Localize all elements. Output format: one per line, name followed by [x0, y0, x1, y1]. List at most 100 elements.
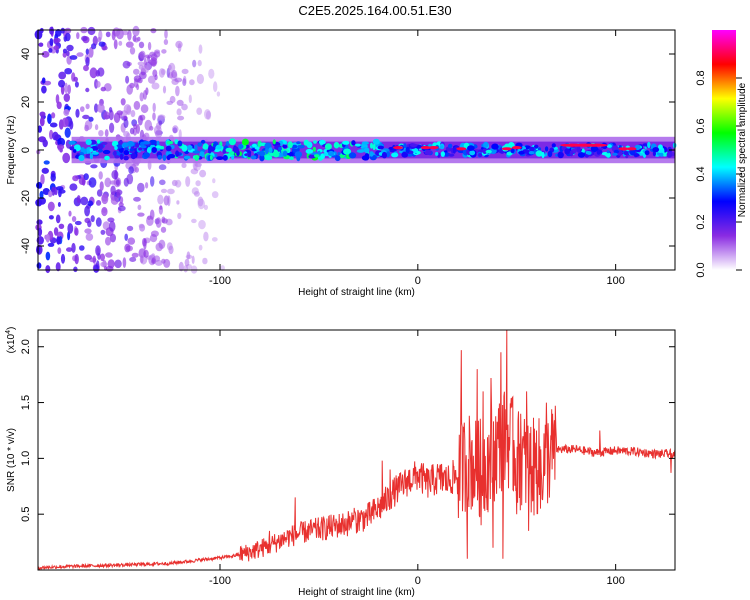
y-tick-label: 0 [20, 147, 32, 153]
spectrogram-noise-blob [181, 103, 188, 111]
spectrogram-noise-blob [186, 251, 191, 260]
spectrogram-band-blob [225, 147, 233, 153]
spectrogram-noise-blob [110, 185, 116, 196]
spectrogram-noise-blob [162, 85, 167, 94]
spectrogram-band-blob [647, 141, 651, 149]
spectrogram-noise-blob [158, 68, 165, 78]
spectrogram-noise-blob [125, 41, 134, 48]
colorbar-label: Normalized spectral amplitude [737, 82, 748, 217]
spectrogram-noise-blob [171, 70, 178, 79]
spectrogram-band-blob [354, 143, 361, 147]
spectrogram-band-blob [348, 152, 357, 159]
spectrogram-band-blob [605, 153, 611, 157]
spectrogram-band-blob [312, 146, 317, 152]
spectrogram-noise-blob [117, 205, 126, 212]
spectrogram-band-blob [541, 151, 545, 159]
spectrogram-noise-blob [150, 176, 155, 187]
spectrogram-noise-blob [133, 123, 138, 130]
spectrogram-noise-blob [67, 84, 71, 95]
spectrogram-noise-blob [108, 107, 113, 113]
spectrogram-noise-blob [158, 120, 163, 126]
spectrogram-noise-blob [87, 200, 94, 207]
spectrogram-noise-blob [150, 230, 159, 237]
spectrogram-noise-blob [74, 220, 82, 226]
spectrogram-band-blob [657, 144, 663, 150]
spectrogram-band-blob [130, 153, 137, 160]
spectrogram-noise-blob [203, 231, 209, 242]
spectrogram-band-blob [305, 149, 314, 154]
spectrogram-noise-blob [71, 242, 76, 253]
spectrogram-noise-blob [110, 196, 119, 205]
spectrogram-noise-blob [100, 86, 107, 92]
x-tick-label: 100 [606, 275, 624, 287]
spectrogram-noise-blob [49, 38, 54, 47]
spectrogram-noise-blob [196, 73, 204, 85]
spectrogram-noise-blob [101, 193, 109, 205]
spectrogram-band-blob [282, 150, 288, 157]
spectrogram-band-blob [225, 141, 230, 146]
spectrogram-noise-blob [193, 161, 201, 172]
spectrogram-band-blob [369, 151, 374, 157]
spectrogram-noise-blob [176, 200, 180, 205]
spectrogram-noise-blob [45, 233, 50, 243]
spectrogram-x-axis-label: Height of straight line (km) [298, 287, 415, 298]
spectrogram-band-blob [485, 149, 492, 154]
spectrogram-noise-blob [129, 47, 136, 55]
snr-ticks: -100 0 100 0.5 1.0 1.5 2.0 [20, 330, 675, 587]
colorbar-gradient [712, 30, 736, 270]
spectrogram-noise-blob [79, 245, 85, 251]
spectrogram-noise-blob [57, 202, 61, 207]
y-tick-label: 2.0 [20, 339, 32, 354]
spectrogram-band-blob [97, 148, 103, 153]
colorbar-tick-label: 0.6 [695, 118, 707, 133]
spectrogram-band-blob [156, 140, 160, 147]
spectrogram-noise-blob [61, 117, 69, 128]
spectrogram-noise-blob [105, 265, 114, 272]
spectrogram-hotspot [393, 146, 403, 150]
spectrogram-noise-blob [155, 242, 163, 252]
spectrogram-band-blob [535, 150, 543, 157]
spectrogram-band-blob [209, 154, 213, 161]
spectrogram-noise-blob [94, 124, 99, 131]
spectrogram-band-blob [386, 151, 391, 158]
spectrogram-noise-blob [124, 233, 128, 241]
spectrogram-noise-blob [202, 257, 208, 265]
spectrogram-noise-blob [57, 144, 65, 150]
spectrogram-band-blob [327, 150, 335, 157]
spectrogram-noise-blob [176, 99, 184, 106]
spectrogram-noise-blob [109, 122, 115, 133]
spectrogram-hotspot [626, 147, 637, 151]
spectrogram-band-blob [119, 153, 124, 160]
spectrogram-band-blob [623, 151, 629, 156]
spectrogram-noise-blob [55, 29, 62, 37]
spectrogram-band-blob [378, 152, 383, 156]
spectrogram-noise-blob [139, 92, 144, 102]
spectrogram-noise-blob [105, 252, 113, 258]
spectrogram-noise-blob [76, 52, 84, 57]
spectrogram-noise-blob [113, 39, 118, 50]
spectrogram-band-blob [259, 150, 266, 157]
spectrogram-noise-blob [193, 191, 200, 197]
spectrogram-band-blob [364, 147, 370, 153]
spectrogram-band-blob [482, 148, 488, 155]
spectrogram-band-blob [644, 150, 650, 156]
colorbar-tick-label: 0.0 [695, 262, 707, 277]
spectrogram-band-blob [151, 147, 157, 153]
spectrogram-band-blob [483, 141, 489, 148]
spectrogram-noise-blob [154, 49, 161, 54]
spectrogram-band-blob [337, 152, 341, 156]
spectrogram-band-blob [381, 151, 387, 159]
spectrogram-noise-blob [150, 28, 157, 34]
spectrogram-noise-blob [74, 253, 79, 265]
spectrogram-band-blob [590, 145, 598, 153]
spectrogram-noise-blob [49, 129, 54, 140]
spectrogram-noise-blob [161, 49, 167, 54]
spectrogram-noise-blob [105, 236, 111, 246]
spectrogram-band-blob [89, 148, 94, 153]
spectrogram-noise-blob [81, 35, 88, 42]
spectrogram-noise-blob [62, 48, 68, 54]
spectrogram-band-blob [401, 151, 409, 158]
spectrogram-noise-blob [108, 220, 116, 232]
y-tick-label: 40 [20, 48, 32, 60]
spectrogram-noise-blob [87, 26, 96, 36]
